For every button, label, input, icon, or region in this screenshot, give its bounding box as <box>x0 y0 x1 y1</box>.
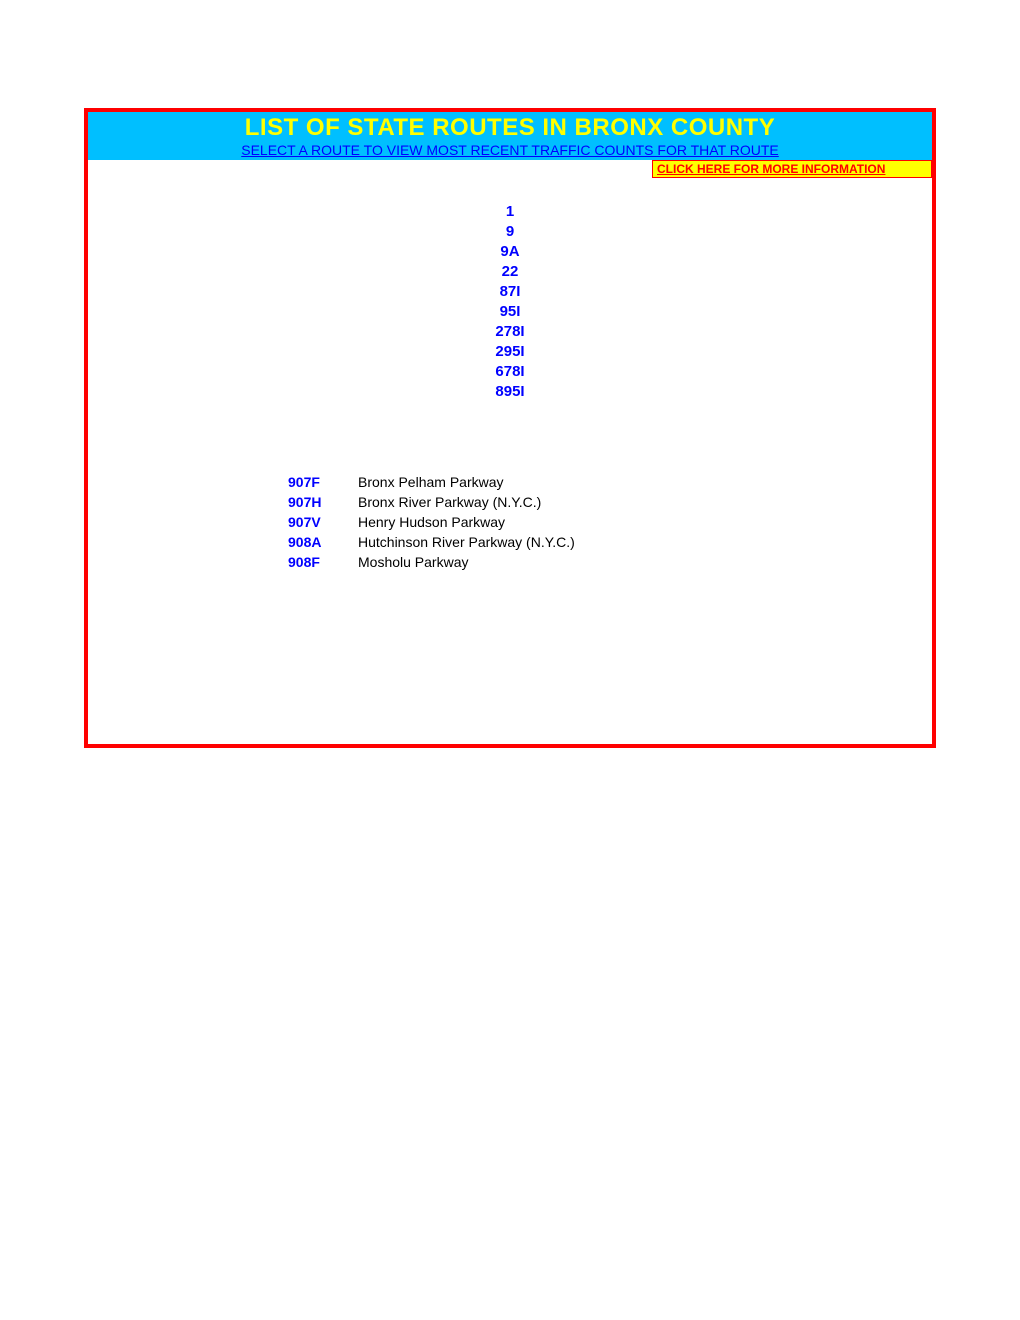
route-list: 1 9 9A 22 87I 95I 278I 295I 678I 895I <box>88 202 932 402</box>
route-link[interactable]: 9A <box>88 242 932 262</box>
parkway-code-link[interactable]: 907F <box>288 472 358 492</box>
parkway-row: 907H Bronx River Parkway (N.Y.C.) <box>288 492 932 512</box>
route-link[interactable]: 295I <box>88 342 932 362</box>
info-bar: CLICK HERE FOR MORE INFORMATION <box>88 160 932 178</box>
route-link[interactable]: 87I <box>88 282 932 302</box>
parkway-row: 908A Hutchinson River Parkway (N.Y.C.) <box>288 532 932 552</box>
parkway-row: 907F Bronx Pelham Parkway <box>288 472 932 492</box>
parkway-table: 907F Bronx Pelham Parkway 907H Bronx Riv… <box>288 472 932 572</box>
parkway-code-link[interactable]: 908A <box>288 532 358 552</box>
header-bar: LIST OF STATE ROUTES IN BRONX COUNTY SEL… <box>88 112 932 160</box>
parkway-name: Bronx River Parkway (N.Y.C.) <box>358 492 541 512</box>
parkway-name: Bronx Pelham Parkway <box>358 472 504 492</box>
parkway-code-link[interactable]: 908F <box>288 552 358 572</box>
parkway-code-link[interactable]: 907V <box>288 512 358 532</box>
page-title: LIST OF STATE ROUTES IN BRONX COUNTY <box>88 114 932 142</box>
route-link[interactable]: 9 <box>88 222 932 242</box>
parkway-name: Mosholu Parkway <box>358 552 469 572</box>
parkway-row: 907V Henry Hudson Parkway <box>288 512 932 532</box>
parkway-name: Henry Hudson Parkway <box>358 512 505 532</box>
route-link[interactable]: 278I <box>88 322 932 342</box>
route-link[interactable]: 1 <box>88 202 932 222</box>
route-link[interactable]: 22 <box>88 262 932 282</box>
page-subtitle[interactable]: SELECT A ROUTE TO VIEW MOST RECENT TRAFF… <box>88 142 932 160</box>
content-area: 1 9 9A 22 87I 95I 278I 295I 678I 895I 90… <box>88 178 932 572</box>
parkway-code-link[interactable]: 907H <box>288 492 358 512</box>
route-link[interactable]: 895I <box>88 382 932 402</box>
parkway-name: Hutchinson River Parkway (N.Y.C.) <box>358 532 575 552</box>
parkway-row: 908F Mosholu Parkway <box>288 552 932 572</box>
route-link[interactable]: 95I <box>88 302 932 322</box>
route-link[interactable]: 678I <box>88 362 932 382</box>
more-info-link[interactable]: CLICK HERE FOR MORE INFORMATION <box>652 160 932 178</box>
main-container: LIST OF STATE ROUTES IN BRONX COUNTY SEL… <box>84 108 936 748</box>
